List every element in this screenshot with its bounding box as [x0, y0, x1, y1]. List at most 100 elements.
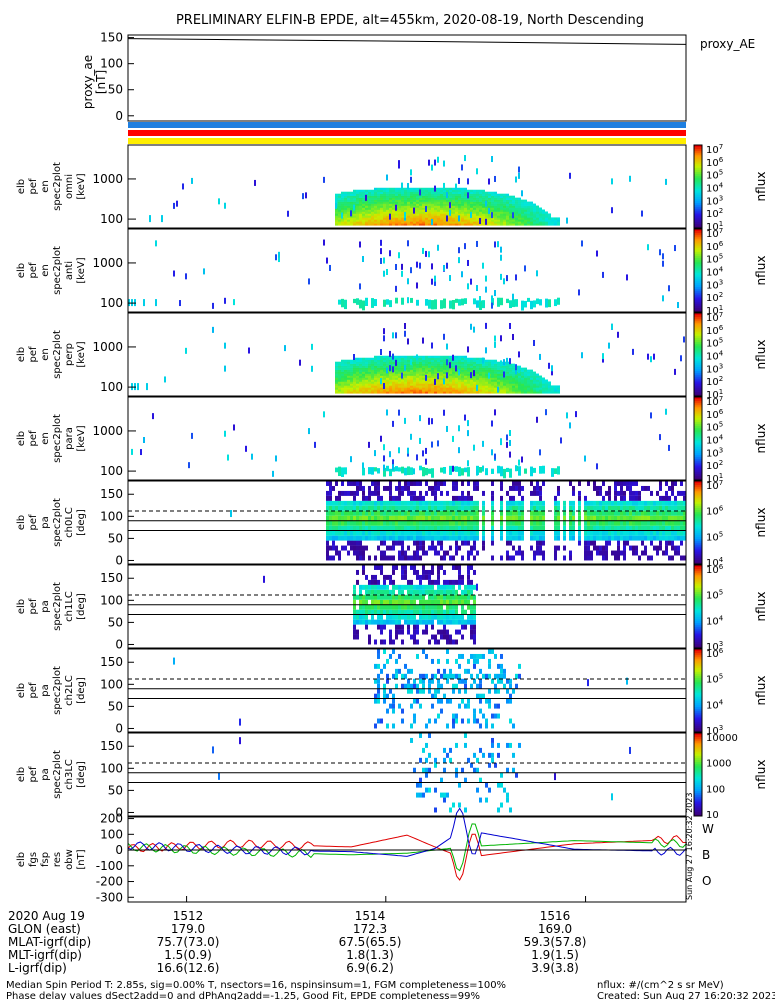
spec-cell	[431, 359, 434, 362]
spec-cell	[347, 389, 350, 392]
spec-cell	[347, 193, 350, 196]
spec-cell	[503, 215, 506, 218]
spec-cell	[497, 375, 500, 378]
spec-cell	[407, 389, 410, 392]
spec-cell	[368, 371, 371, 374]
pa-cell	[416, 550, 419, 556]
pa-cell	[410, 614, 413, 620]
spec-cell	[503, 205, 506, 208]
pa-cell	[620, 535, 623, 541]
pa-cell	[509, 515, 512, 521]
spec-cell	[467, 369, 470, 372]
pa-cell	[392, 495, 395, 501]
spec-cell	[443, 211, 446, 214]
pa-cell	[386, 604, 389, 610]
spec-cell	[431, 164, 433, 171]
spec-cell	[401, 195, 404, 198]
pa-cell	[605, 520, 608, 526]
spec-cell	[476, 367, 479, 370]
pa-cell	[491, 495, 494, 501]
spec-cell	[458, 223, 461, 226]
pa-cell	[539, 530, 542, 536]
spec-cell	[413, 221, 416, 224]
pa-cell	[470, 525, 473, 531]
pa-cell	[344, 530, 347, 536]
pa-cell	[671, 500, 674, 506]
spec-cell	[131, 448, 133, 455]
pa-cell	[602, 495, 605, 501]
pa-cell	[341, 500, 344, 506]
spec-cell	[443, 389, 446, 392]
pa-cell	[395, 594, 398, 600]
pa-cell	[650, 505, 653, 511]
spec-cell	[350, 361, 353, 364]
spec-cell	[233, 299, 235, 306]
spec-cell	[425, 215, 428, 218]
pa-cell	[374, 574, 377, 580]
spec-cell	[521, 205, 524, 208]
spec-cell	[518, 207, 521, 210]
spec-cell	[407, 213, 410, 216]
spec-cell	[371, 223, 374, 226]
spec-cell	[485, 217, 488, 220]
pa-cell	[587, 540, 590, 546]
pa-cell	[503, 683, 506, 689]
pa-cell	[425, 574, 428, 580]
pa-cell	[452, 505, 455, 511]
pa-cell	[434, 787, 437, 793]
pa-cell	[467, 490, 470, 496]
spec-cell	[410, 189, 413, 193]
spec-cell	[461, 387, 464, 390]
spec-cell	[494, 359, 497, 362]
pa-cell	[605, 545, 608, 551]
pa-cell	[431, 545, 434, 551]
spec-cell	[443, 221, 446, 224]
pa-cell	[488, 688, 491, 694]
spec-cell	[413, 207, 415, 214]
spec-cell	[341, 203, 344, 206]
spec-cell	[524, 207, 527, 210]
spec-cell	[338, 221, 341, 224]
spec-cell	[362, 389, 365, 392]
spec3-spectrogram	[131, 322, 685, 394]
spec-cell	[383, 365, 386, 368]
spec-cell	[515, 209, 518, 212]
spec-cell	[443, 203, 446, 206]
spec-cell	[455, 391, 458, 394]
pa-cell	[383, 639, 386, 645]
pa-cell	[392, 589, 395, 595]
spec-cell	[233, 424, 235, 431]
spec-cell	[491, 379, 494, 382]
spec-cell	[338, 203, 341, 206]
spec-cell	[419, 357, 422, 361]
pa-cell	[479, 668, 482, 674]
spec-cell	[539, 381, 542, 384]
spec-cell	[359, 367, 362, 370]
spec-cell	[596, 250, 598, 257]
spec-cell	[440, 363, 443, 366]
pa-cell	[428, 584, 431, 590]
spec-cell	[428, 195, 431, 198]
spec-cell	[359, 217, 362, 220]
spec-cell	[419, 219, 422, 222]
pa-cell	[422, 767, 425, 773]
spec-cell	[434, 361, 437, 364]
spec-cell	[335, 387, 338, 390]
spec-cell	[413, 363, 416, 366]
spec-cell	[356, 197, 359, 200]
spec-cell	[416, 367, 419, 370]
spec-cell	[497, 379, 500, 382]
spec-cell	[479, 357, 482, 361]
pa-cell	[467, 495, 470, 501]
pa-cell	[629, 525, 632, 531]
pa-cell	[392, 565, 395, 570]
pa-cell	[479, 777, 482, 783]
spec-cell	[509, 322, 511, 329]
spec-cell	[383, 270, 385, 277]
spec-cell	[413, 203, 416, 206]
pa-cell	[380, 510, 383, 516]
spec-cell	[545, 213, 548, 216]
spec-cell	[464, 189, 467, 193]
pa-cell	[680, 555, 683, 561]
pa-cell	[434, 520, 437, 526]
